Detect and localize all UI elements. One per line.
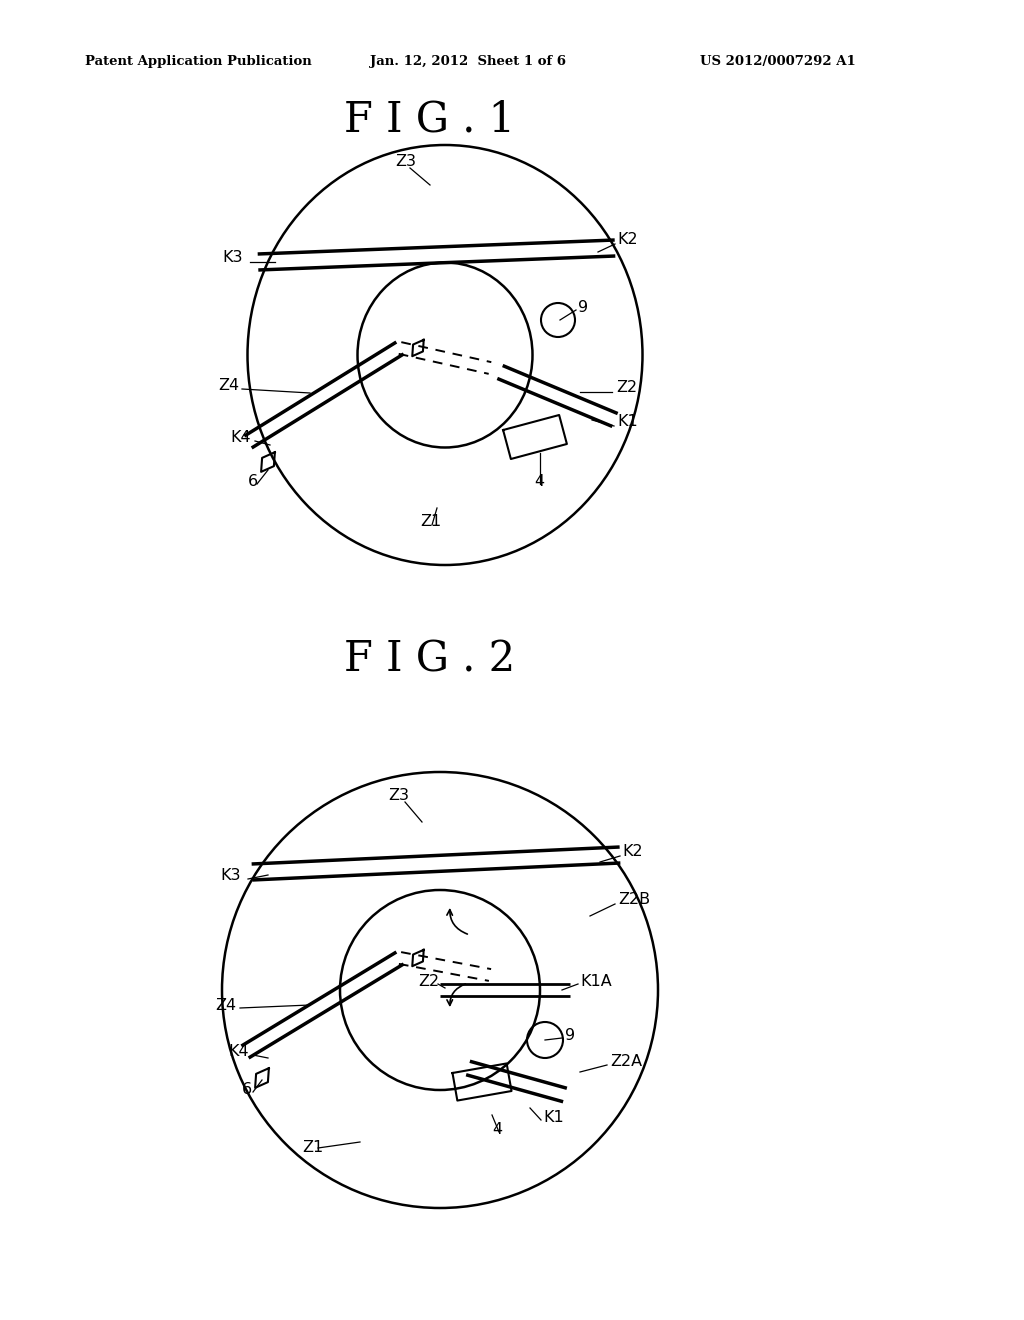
Text: Jan. 12, 2012  Sheet 1 of 6: Jan. 12, 2012 Sheet 1 of 6 xyxy=(370,55,566,69)
Text: 4: 4 xyxy=(534,474,544,490)
Text: F I G . 1: F I G . 1 xyxy=(344,99,515,141)
Text: K1A: K1A xyxy=(580,974,611,990)
Text: 9: 9 xyxy=(578,300,588,314)
Text: 6: 6 xyxy=(242,1082,252,1097)
Text: Z1: Z1 xyxy=(302,1140,324,1155)
Text: 9: 9 xyxy=(565,1027,575,1043)
Text: K1: K1 xyxy=(543,1110,564,1126)
Text: US 2012/0007292 A1: US 2012/0007292 A1 xyxy=(700,55,856,69)
Text: 6: 6 xyxy=(248,474,258,490)
Text: K4: K4 xyxy=(228,1044,249,1060)
Text: Z3: Z3 xyxy=(388,788,409,803)
Text: Z4: Z4 xyxy=(215,998,237,1012)
Text: Z3: Z3 xyxy=(395,154,416,169)
Text: K1: K1 xyxy=(617,414,638,429)
Text: F I G . 2: F I G . 2 xyxy=(344,639,516,681)
Text: K2: K2 xyxy=(622,845,643,859)
Text: K2: K2 xyxy=(617,232,638,248)
Text: Z2B: Z2B xyxy=(618,892,650,908)
Text: K3: K3 xyxy=(222,251,243,265)
Text: Z2: Z2 xyxy=(616,380,637,396)
Text: K3: K3 xyxy=(220,867,241,883)
Text: Z2A: Z2A xyxy=(610,1055,642,1069)
Text: Z2: Z2 xyxy=(418,974,439,990)
Text: K4: K4 xyxy=(230,430,251,446)
Text: Patent Application Publication: Patent Application Publication xyxy=(85,55,311,69)
Text: Z1: Z1 xyxy=(420,515,441,529)
Text: Z4: Z4 xyxy=(218,378,240,392)
Text: 4: 4 xyxy=(492,1122,502,1138)
